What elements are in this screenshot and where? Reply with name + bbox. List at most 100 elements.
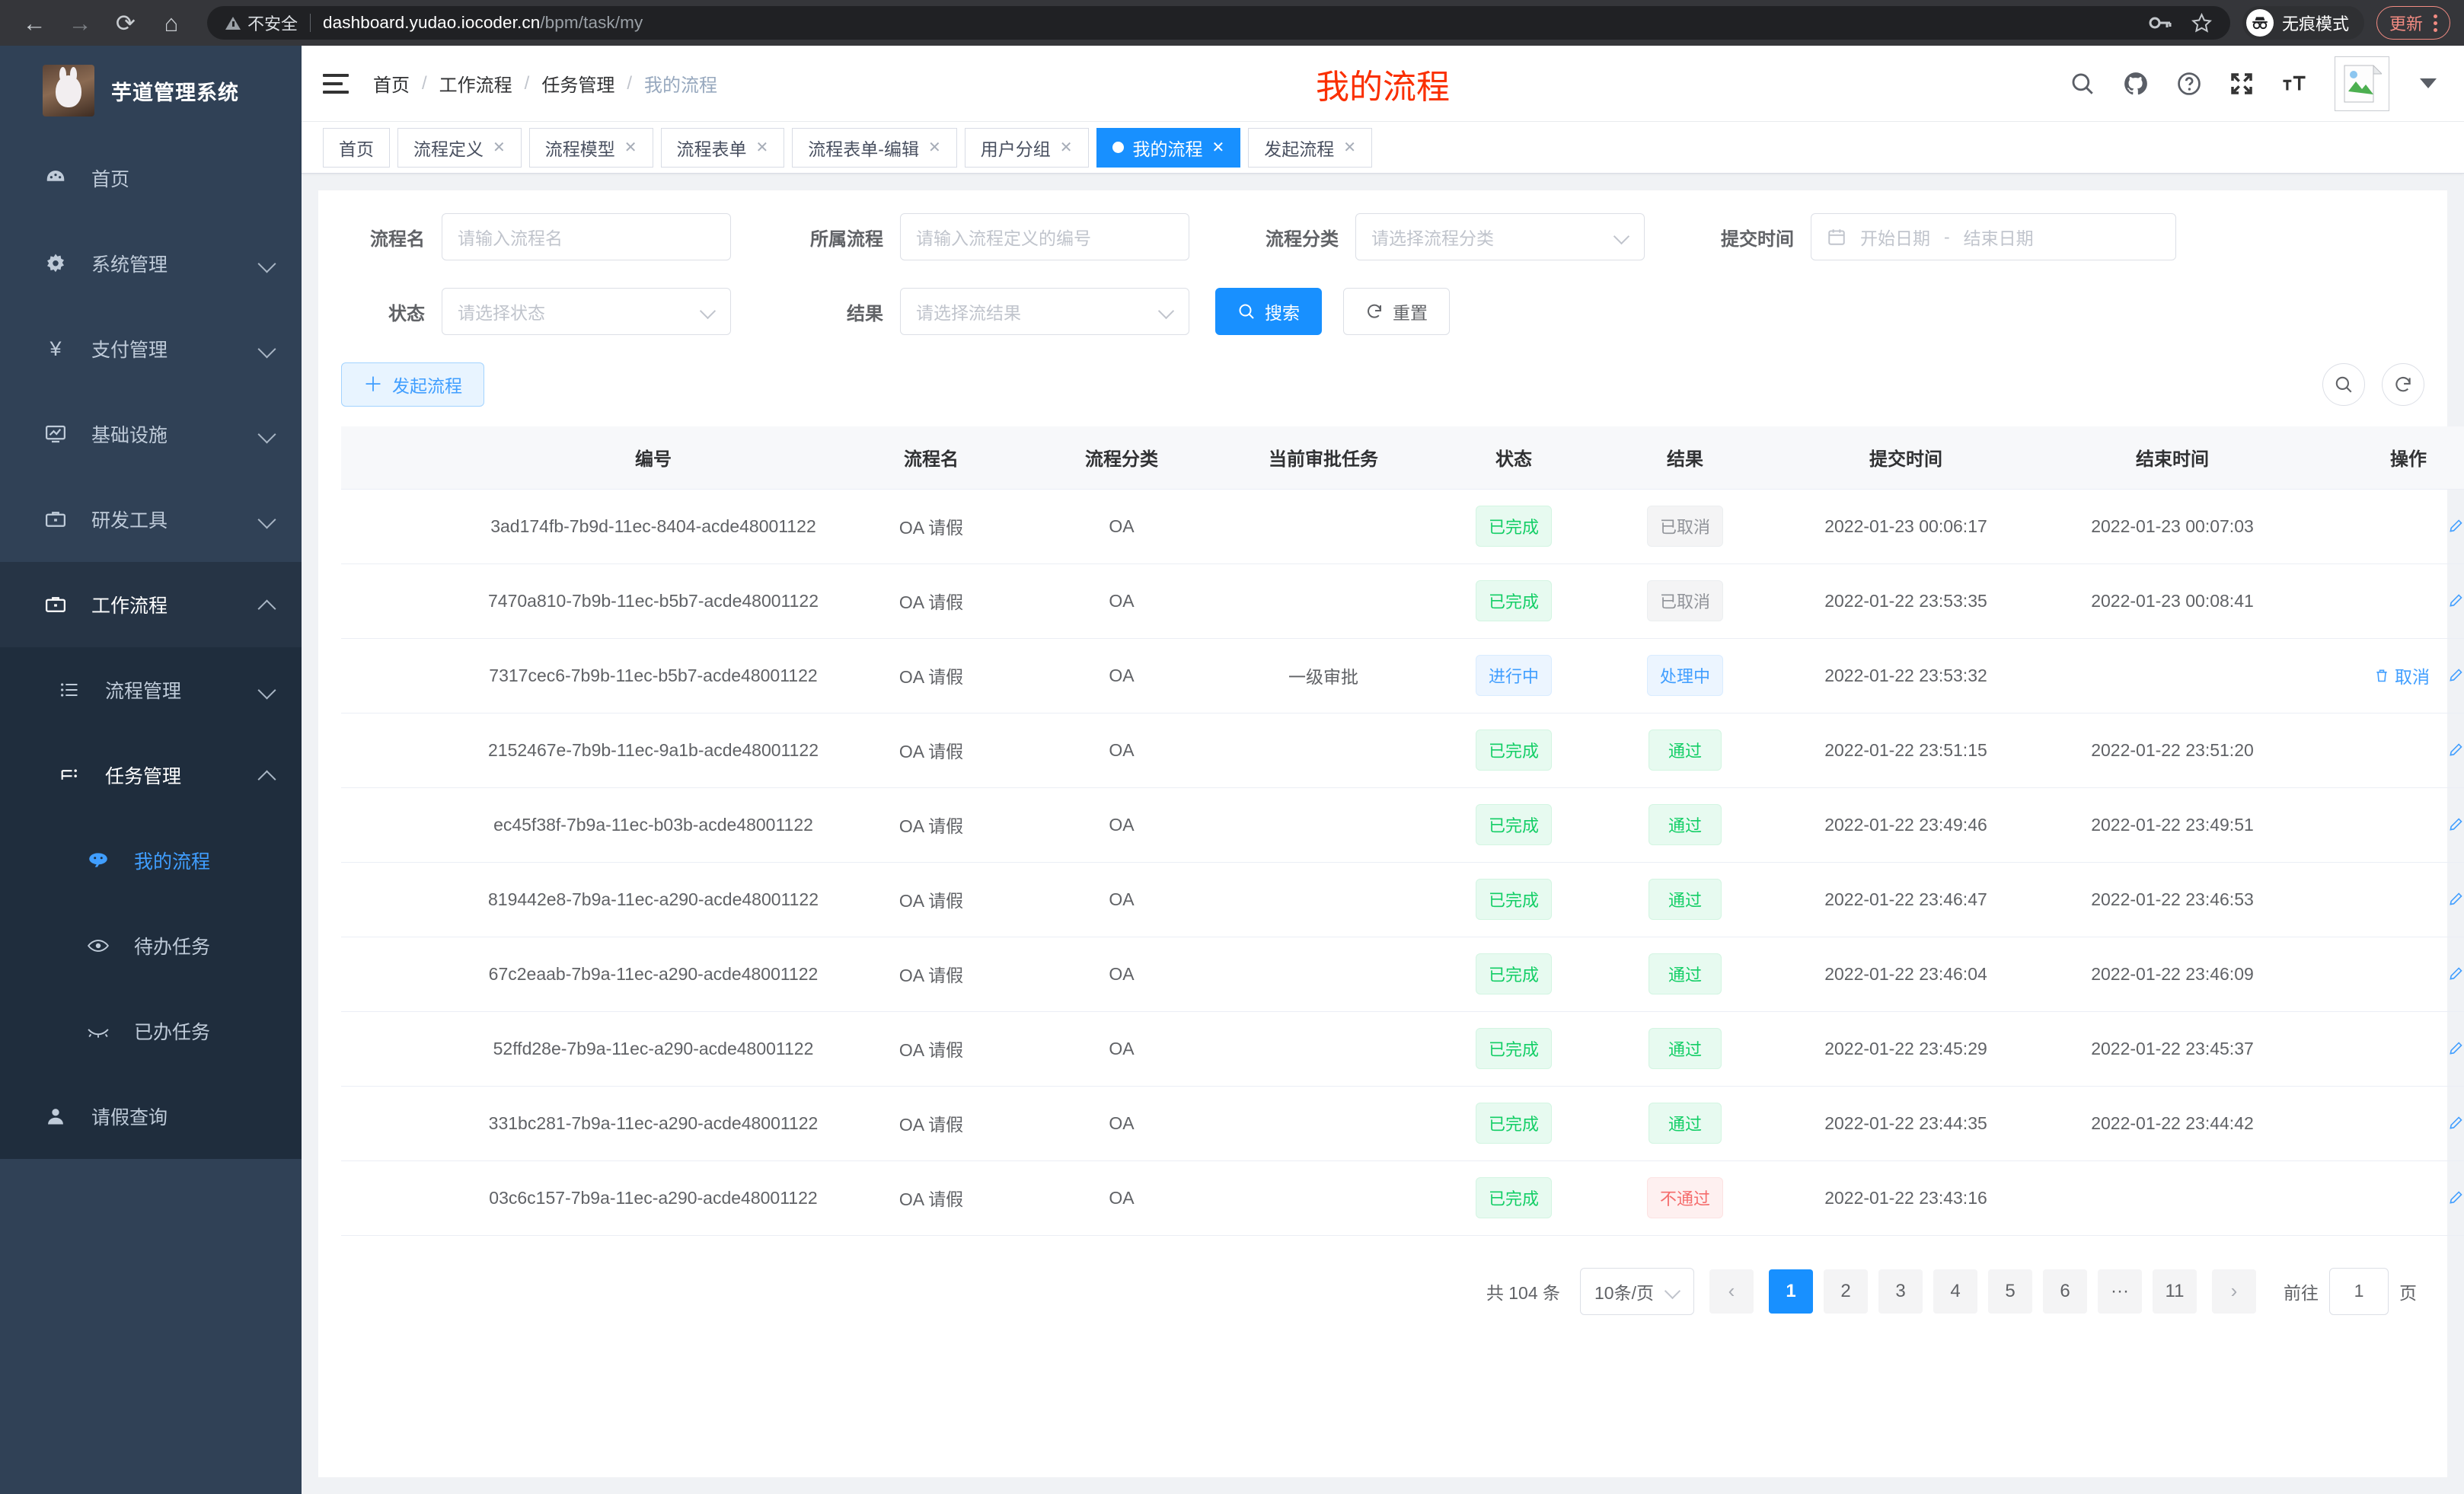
chevron-down-icon[interactable] [259, 340, 276, 357]
sidebar-item-infrastructure[interactable]: 基础设施 [0, 391, 302, 477]
sidebar-item-leave-query[interactable]: 请假查询 [0, 1074, 302, 1159]
tab-home[interactable]: 首页 [323, 127, 390, 168]
pagination-total: 共 104 条 [1486, 1282, 1560, 1303]
search-icon[interactable] [2070, 71, 2095, 97]
detail-link[interactable]: 详情 [2448, 588, 2464, 614]
breadcrumb-item-1[interactable]: 工作流程 [439, 75, 512, 96]
detail-link[interactable]: 详情 [2448, 1185, 2464, 1211]
sidebar-item-workflow[interactable]: 工作流程 [0, 562, 302, 647]
kebab-menu-icon[interactable] [2434, 14, 2437, 32]
breadcrumb-item-2[interactable]: 任务管理 [541, 75, 615, 96]
breadcrumb-item-0[interactable]: 首页 [373, 75, 410, 96]
cell-submit-time: 2022-01-22 23:53:35 [1773, 563, 2039, 639]
pagination-next[interactable]: › [2212, 1269, 2256, 1314]
address-bar[interactable]: 不安全 dashboard.yudao.iocoder.cn/bpm/task/… [207, 6, 2230, 40]
process-name-input[interactable]: 请输入流程名 [442, 213, 731, 260]
tab-user-group[interactable]: 用户分组 ✕ [964, 127, 1089, 168]
jump-suffix: 页 [2399, 1282, 2417, 1303]
pagination-page-5[interactable]: 5 [1988, 1269, 2032, 1314]
tab-start-process[interactable]: 发起流程 ✕ [1248, 127, 1373, 168]
chevron-up-icon[interactable] [259, 767, 276, 784]
pagination-page-1[interactable]: 1 [1769, 1269, 1813, 1314]
sidebar-item-my-process[interactable]: 我的流程 [0, 818, 302, 903]
toolbar-search-icon[interactable] [2322, 363, 2365, 406]
close-icon[interactable]: ✕ [1343, 139, 1357, 156]
jump-page-input[interactable]: 1 [2329, 1267, 2389, 1315]
detail-link[interactable]: 详情 [2448, 662, 2464, 688]
toolbar-refresh-icon[interactable] [2382, 363, 2424, 406]
brand-header[interactable]: 芋道管理系统 [0, 46, 302, 136]
star-icon[interactable] [2191, 12, 2212, 34]
chevron-down-icon[interactable] [259, 426, 276, 442]
sidebar-item-todo-task[interactable]: 待办任务 [0, 903, 302, 988]
tab-my-process[interactable]: 我的流程 ✕ [1096, 127, 1241, 168]
result-select[interactable]: 请选择流结果 [900, 288, 1189, 335]
status-select[interactable]: 请选择状态 [442, 288, 731, 335]
close-icon[interactable]: ✕ [624, 139, 637, 156]
cell-submit-time: 2022-01-22 23:46:47 [1773, 862, 2039, 937]
table-row: ec45f38f-7b9a-11ec-b03b-acde48001122 OA 请… [341, 787, 2464, 863]
detail-link[interactable]: 详情 [2448, 513, 2464, 539]
update-button[interactable]: 更新 [2376, 6, 2450, 40]
create-process-button[interactable]: ＋ 发起流程 [341, 362, 485, 407]
fullscreen-icon[interactable] [2229, 72, 2254, 96]
cell-operation: 详情 [2306, 1086, 2464, 1161]
sidebar-item-task-management[interactable]: 任务管理 [0, 733, 302, 818]
detail-link[interactable]: 详情 [2448, 961, 2464, 987]
github-icon[interactable] [2123, 71, 2149, 97]
sidebar-item-payment[interactable]: ¥ 支付管理 [0, 306, 302, 391]
sidebar-item-done-task[interactable]: 已办任务 [0, 988, 302, 1074]
process-category-select[interactable]: 请选择流程分类 [1355, 213, 1645, 260]
forward-arrow-icon[interactable]: → [68, 9, 92, 37]
tab-process-definition[interactable]: 流程定义 ✕ [397, 127, 522, 168]
pagination-page-2[interactable]: 2 [1824, 1269, 1868, 1314]
tab-process-form[interactable]: 流程表单 ✕ [660, 127, 785, 168]
reset-button[interactable]: 重置 [1343, 288, 1450, 335]
chevron-up-icon[interactable] [259, 596, 276, 613]
sidebar-item-devtools[interactable]: 研发工具 [0, 477, 302, 562]
pagination-page-3[interactable]: 3 [1878, 1269, 1923, 1314]
page-size-select[interactable]: 10条/页 [1580, 1267, 1694, 1315]
tab-process-form-edit[interactable]: 流程表单-编辑 ✕ [792, 127, 957, 168]
detail-link[interactable]: 详情 [2448, 1110, 2464, 1136]
sidebar-item-home[interactable]: 首页 [0, 136, 302, 221]
sidebar-item-system[interactable]: 系统管理 [0, 221, 302, 306]
close-icon[interactable]: ✕ [493, 139, 506, 156]
cell-current-task[interactable]: 一级审批 [1217, 638, 1430, 713]
chevron-down-icon[interactable] [259, 255, 276, 272]
tab-process-model[interactable]: 流程模型 ✕ [528, 127, 653, 168]
close-icon[interactable]: ✕ [927, 139, 941, 156]
chevron-down-icon[interactable] [259, 682, 276, 698]
sidebar-item-process-management[interactable]: 流程管理 [0, 647, 302, 733]
key-icon[interactable] [2149, 14, 2172, 31]
close-icon[interactable]: ✕ [1211, 139, 1225, 156]
close-icon[interactable]: ✕ [1059, 139, 1073, 156]
home-icon[interactable]: ⌂ [164, 9, 179, 37]
search-button[interactable]: 搜索 [1215, 288, 1322, 335]
submit-time-daterange[interactable]: 开始日期 - 结束日期 [1811, 213, 2176, 260]
chevron-down-icon[interactable] [259, 511, 276, 528]
pagination-page-11[interactable]: 11 [2153, 1269, 2197, 1314]
pagination-ellipsis[interactable]: ··· [2098, 1269, 2142, 1314]
security-warning[interactable]: 不安全 [225, 11, 298, 35]
detail-link[interactable]: 详情 [2448, 1036, 2464, 1061]
pagination-page-4[interactable]: 4 [1933, 1269, 1977, 1314]
pagination-prev[interactable]: ‹ [1709, 1269, 1754, 1314]
cell-operation: 详情 [2306, 862, 2464, 937]
pagination-page-6[interactable]: 6 [2043, 1269, 2087, 1314]
avatar[interactable] [2335, 56, 2389, 111]
close-icon[interactable]: ✕ [755, 139, 769, 156]
cancel-link[interactable]: 取消 [2374, 662, 2430, 688]
detail-link[interactable]: 详情 [2448, 886, 2464, 912]
font-size-icon[interactable] [2281, 72, 2307, 95]
detail-link[interactable]: 详情 [2448, 812, 2464, 838]
detail-link[interactable]: 详情 [2448, 737, 2464, 763]
help-circle-icon[interactable] [2176, 71, 2202, 97]
back-arrow-icon[interactable]: ← [22, 9, 46, 37]
cell-status: 已完成 [1430, 787, 1597, 863]
status-badge: 已完成 [1475, 729, 1552, 771]
chevron-down-icon[interactable] [2420, 78, 2437, 88]
reload-icon[interactable]: ⟳ [116, 9, 136, 37]
hamburger-icon[interactable] [323, 73, 353, 94]
process-definition-input[interactable]: 请输入流程定义的编号 [900, 213, 1189, 260]
